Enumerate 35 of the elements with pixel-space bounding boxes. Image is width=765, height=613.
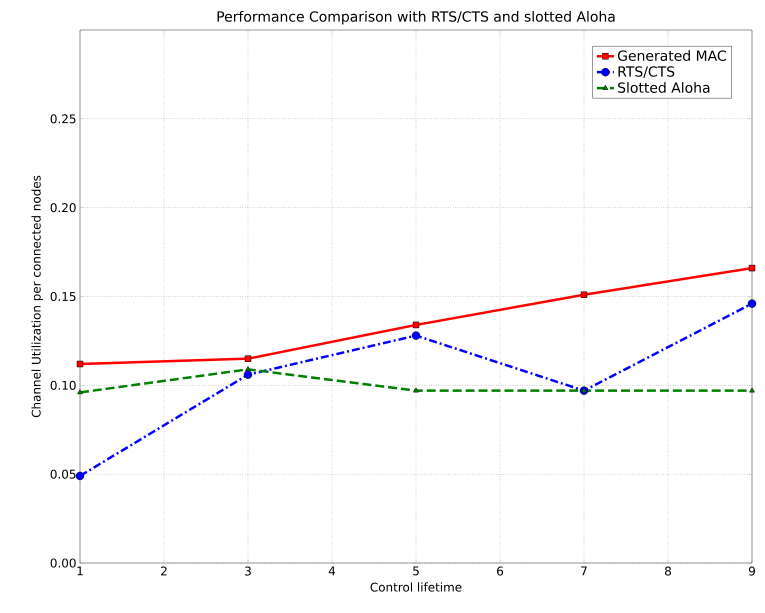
x-tick-label: 9	[748, 566, 755, 576]
chart-title: Performance Comparison with RTS/CTS and slotted Aloha	[218, 10, 615, 24]
legend-label: RTS/CTS	[618, 66, 674, 78]
point	[245, 366, 251, 372]
x-tick-label: 6	[497, 566, 504, 576]
x-tick-label: 4	[328, 566, 336, 576]
point	[748, 264, 756, 272]
point	[244, 370, 252, 379]
x-tick-label: 8	[665, 566, 671, 576]
x-tick-label: 3	[245, 566, 251, 576]
x-tick-label: 1	[78, 566, 83, 576]
y-tick-label: 0.00	[50, 558, 76, 568]
point	[749, 387, 755, 392]
y-tick-label: 0.05	[50, 470, 76, 479]
y-tick-label: 0.25	[50, 114, 76, 124]
point	[412, 331, 420, 340]
x-tick-label: 5	[413, 566, 419, 576]
point	[580, 291, 588, 298]
y-tick-label: 0.15	[50, 292, 76, 302]
point	[412, 322, 420, 328]
legend-label: Slotted Aloha	[618, 82, 710, 93]
x-axis-title: Control lifetime	[370, 582, 462, 592]
y-axis-title: Channel Utilization per connected nodes	[31, 176, 44, 418]
point	[748, 299, 756, 308]
x-tick-label: 7	[581, 566, 587, 576]
y-tick-label: 0.20	[50, 203, 76, 212]
point	[77, 389, 83, 394]
legend-label: Generated MAC	[618, 50, 726, 61]
point	[244, 355, 252, 362]
point	[413, 387, 419, 392]
point	[76, 472, 84, 480]
y-tick-label: 0.10	[50, 380, 76, 390]
point	[76, 360, 84, 368]
point	[581, 387, 587, 392]
x-tick-label: 2	[161, 566, 167, 576]
